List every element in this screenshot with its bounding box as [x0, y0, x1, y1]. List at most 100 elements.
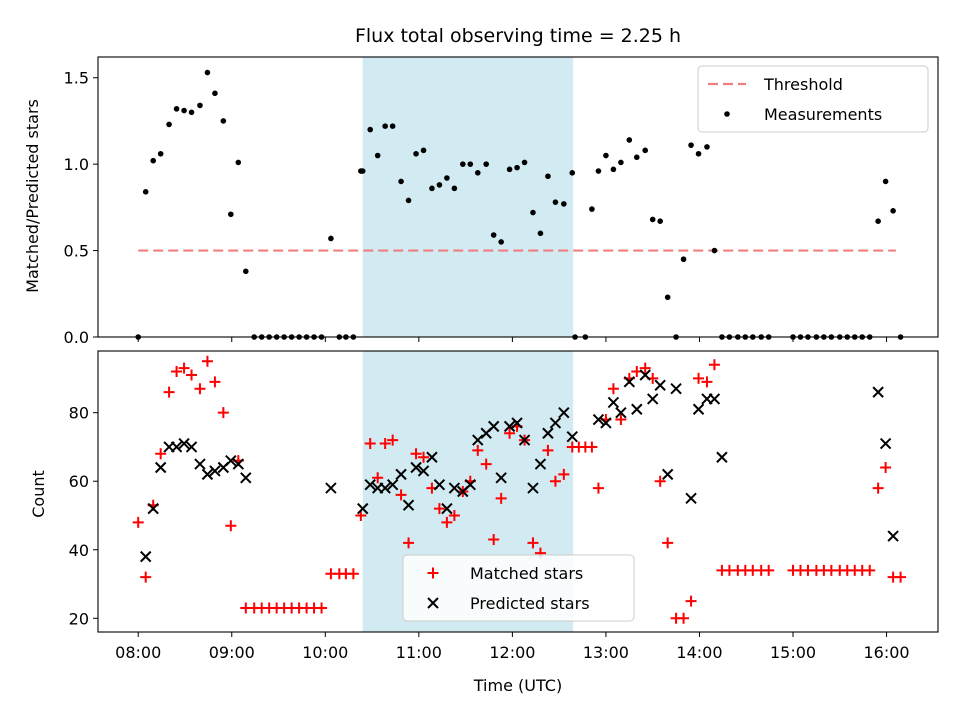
predicted-point: [232, 458, 245, 470]
matched-point: [654, 475, 666, 487]
matched-point: [586, 441, 598, 453]
measurement-point: [389, 123, 396, 129]
predicted-point: [240, 472, 252, 484]
matched-point: [217, 407, 229, 419]
matched-point: [558, 468, 570, 480]
predicted-point: [661, 468, 674, 481]
measurement-point: [328, 235, 334, 242]
legend-measurements-label: Measurements: [764, 105, 882, 124]
x-tick-label: 14:00: [676, 643, 722, 662]
predicted-point: [872, 386, 884, 398]
matched-point: [395, 489, 407, 501]
measurement-point: [429, 185, 435, 192]
measurement-point: [474, 170, 481, 176]
measurement-point: [704, 144, 710, 150]
predicted-point: [379, 482, 391, 494]
x-tick-label: 16:00: [863, 643, 909, 662]
highlight-span: [362, 57, 574, 337]
measurement-point: [413, 150, 419, 157]
predicted-point: [631, 403, 643, 415]
matched-point: [379, 438, 391, 450]
matched-point: [607, 383, 619, 395]
predicted-point: [518, 434, 531, 446]
matched-point: [387, 434, 399, 446]
measurement-point: [695, 150, 702, 157]
measurement-point: [595, 168, 602, 174]
measurement-point: [642, 147, 649, 154]
measurement-point: [235, 159, 242, 166]
matched-point: [488, 533, 500, 545]
measurement-point: [657, 218, 663, 224]
x-tick-label: 09:00: [209, 643, 255, 662]
predicted-point: [503, 420, 516, 433]
predicted-point: [670, 382, 682, 395]
predicted-point: [441, 502, 453, 515]
top-plot-frame: [97, 56, 939, 338]
predicted-point: [364, 478, 376, 491]
measurement-point: [188, 109, 195, 116]
matched-point: [433, 503, 445, 515]
matched-point: [132, 516, 144, 528]
predicted-point: [654, 379, 666, 391]
legend-threshold-label: Threshold: [763, 75, 843, 94]
legend-predicted-swatch: [427, 597, 439, 609]
measurement-point: [680, 256, 687, 263]
predicted-point: [448, 482, 461, 494]
measurement-point: [626, 137, 633, 143]
matched-point: [763, 564, 775, 576]
measurement-point: [530, 209, 536, 216]
matched-point: [693, 372, 705, 384]
measurement-point: [220, 118, 227, 124]
measurement-point: [166, 121, 172, 128]
measurement-point: [711, 247, 718, 254]
measurement-point: [545, 173, 551, 180]
measurement-point: [359, 168, 366, 174]
legend-matched-swatch: [427, 567, 439, 579]
y-tick-label: 0.5: [64, 242, 89, 261]
measurement-point: [150, 157, 156, 164]
matched-point: [639, 362, 651, 374]
predicted-point: [542, 427, 554, 439]
measurement-point: [228, 211, 234, 218]
measurement-point: [664, 294, 671, 301]
measurement-point: [610, 166, 617, 173]
x-tick-label: 08:00: [115, 643, 161, 662]
measurement-point: [451, 185, 458, 192]
measurement-point: [204, 69, 211, 76]
predicted-point: [487, 420, 500, 433]
measurement-point: [490, 232, 497, 238]
y-tick-label: 80: [69, 404, 89, 423]
predicted-point: [201, 468, 214, 481]
top-panel: 0.0 0.5 1.0 1.5 Threshold Measurements: [64, 56, 939, 347]
predicted-point: [566, 430, 578, 443]
legend-measurements-swatch: [724, 111, 730, 117]
predicted-point: [708, 393, 721, 405]
matched-point: [410, 448, 422, 460]
measurement-point: [444, 175, 450, 181]
predicted-point: [417, 465, 430, 477]
matched-point: [864, 564, 876, 576]
legend-predicted-label: Predicted stars: [470, 594, 590, 613]
predicted-point: [495, 472, 507, 484]
matched-point: [472, 444, 484, 456]
measurement-point: [436, 182, 443, 188]
measurement-point: [589, 206, 595, 212]
matched-point: [372, 472, 384, 484]
matched-point: [418, 451, 430, 463]
x-axis-label: Time (UTC): [473, 676, 562, 695]
measurement-point: [181, 107, 187, 114]
predicted-point: [154, 461, 167, 474]
matched-point: [662, 537, 674, 549]
predicted-point: [225, 454, 237, 467]
x-tick-label: 10:00: [302, 643, 348, 662]
predicted-point: [402, 499, 415, 511]
y-tick-label: 0.0: [64, 328, 89, 347]
measurement-point: [467, 161, 474, 167]
matched-point: [201, 355, 213, 367]
measurement-point: [521, 159, 528, 166]
measurement-point: [374, 152, 381, 159]
matched-point: [685, 595, 697, 607]
measurement-point: [514, 164, 520, 171]
measurement-point: [552, 199, 559, 205]
measurement-point: [420, 147, 427, 154]
